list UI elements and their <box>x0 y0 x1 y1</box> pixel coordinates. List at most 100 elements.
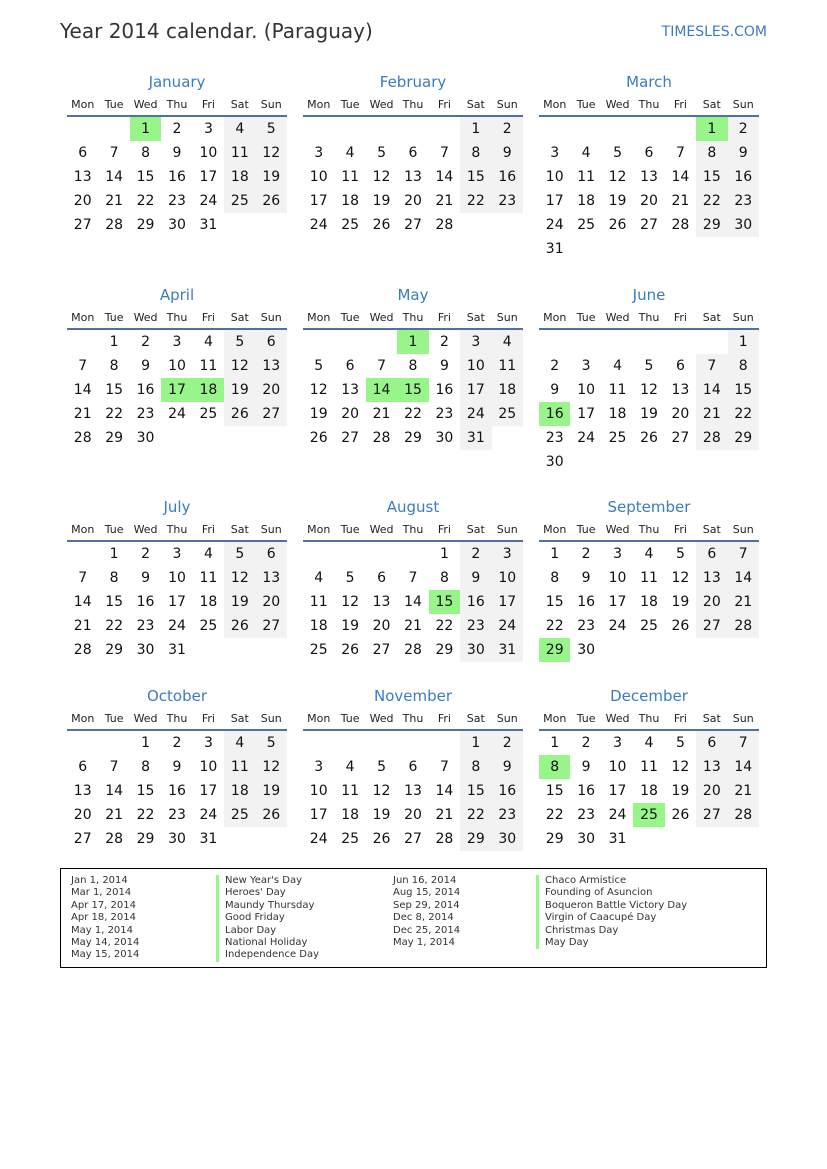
day-cell: 14 <box>727 755 759 779</box>
day-cell: 15 <box>136 169 155 185</box>
day-cell: 21 <box>671 193 690 209</box>
day-cell <box>728 237 759 261</box>
day-cell <box>602 330 633 354</box>
day-cell: 8 <box>727 354 759 378</box>
weekday-label: Mon <box>307 98 331 111</box>
day-cell: 7 <box>377 358 387 374</box>
day-cell: 16 <box>491 779 523 803</box>
day-cell: 5 <box>675 546 685 562</box>
week-row: 28 29 30 31 <box>67 638 287 662</box>
day-cell: 2 <box>727 117 759 141</box>
day-cell: 6 <box>696 731 728 755</box>
day-cell <box>492 426 523 450</box>
day-cell: 10 <box>199 759 218 775</box>
holiday-day-cell: 15 <box>397 378 429 402</box>
day-cell <box>193 426 224 450</box>
day-cell: 3 <box>172 546 182 562</box>
day-cell: 26 <box>608 217 627 233</box>
day-cell: 27 <box>696 803 728 827</box>
day-cell: 11 <box>640 759 658 775</box>
day-cell <box>334 542 365 566</box>
day-cell: 22 <box>460 189 492 213</box>
week-row: 17 18 19 20 21 22 23 <box>303 189 523 213</box>
week-row: 29 30 <box>539 638 759 662</box>
week-row: 15 16 17 18 19 20 21 <box>539 779 759 803</box>
day-cell: 25 <box>309 642 328 658</box>
day-cell <box>602 450 633 474</box>
weekday-label: Wed <box>369 712 394 725</box>
holiday-day-cell: 1 <box>696 117 728 141</box>
weekday-label: Thu <box>402 523 424 536</box>
day-cell: 1 <box>727 330 759 354</box>
day-cell: 1 <box>439 546 449 562</box>
week-row: 17 18 19 20 21 22 23 <box>303 803 523 827</box>
month-name: August <box>386 498 440 516</box>
day-cell: 25 <box>224 189 256 213</box>
day-cell: 10 <box>168 358 186 374</box>
day-cell: 29 <box>435 642 454 658</box>
day-cell: 4 <box>224 731 256 755</box>
day-cell: 26 <box>372 831 391 847</box>
day-cell: 15 <box>727 378 759 402</box>
weekday-label: Tue <box>340 98 360 111</box>
day-cell: 10 <box>608 759 627 775</box>
day-cell: 4 <box>613 358 623 374</box>
weekday-label: Wed <box>369 98 394 111</box>
month-name: January <box>148 73 206 91</box>
day-cell: 25 <box>640 618 658 634</box>
day-cell: 8 <box>141 759 151 775</box>
day-cell: 13 <box>404 169 422 185</box>
day-cell: 20 <box>640 193 658 209</box>
day-cell: 4 <box>345 759 355 775</box>
day-cell: 12 <box>608 169 627 185</box>
holiday-day-cell: 15 <box>428 590 461 614</box>
day-cell: 5 <box>255 117 287 141</box>
month-name: September <box>607 498 691 516</box>
day-cell: 24 <box>577 430 596 446</box>
day-cell: 31 <box>199 217 218 233</box>
weekday-header: Mon Tue Wed Thu Fri Sat Sun <box>539 94 759 117</box>
weekday-label: Fri <box>201 98 215 111</box>
day-cell: 30 <box>727 213 759 237</box>
day-cell <box>570 117 601 141</box>
day-cell: 27 <box>255 614 287 638</box>
weekday-label: Mon <box>71 98 95 111</box>
day-cell: 25 <box>341 831 360 847</box>
day-cell: 30 <box>545 454 564 470</box>
day-cell: 10 <box>199 145 218 161</box>
day-cell <box>224 638 255 662</box>
legend-holiday-name: Maundy Thursday <box>216 899 319 913</box>
day-cell: 5 <box>255 731 287 755</box>
day-cell <box>633 827 664 851</box>
day-cell: 7 <box>78 358 88 374</box>
week-row: 13 14 15 16 17 18 19 <box>67 779 287 803</box>
weekday-label: Tue <box>104 311 124 324</box>
weekday-label: Mon <box>71 712 95 725</box>
holiday-day-cell: 14 <box>365 378 398 402</box>
day-cell: 22 <box>460 803 492 827</box>
day-cell: 21 <box>696 402 728 426</box>
day-cell: 27 <box>73 831 92 847</box>
day-cell <box>303 731 334 755</box>
day-cell <box>256 827 287 851</box>
weekday-label: Wed <box>369 523 394 536</box>
day-cell <box>334 731 365 755</box>
month-august: August Mon Tue Wed Thu Fri Sat Sun 1 2 3 4 5 6 7 8 9 10 11… <box>303 495 523 662</box>
month-june: June Mon Tue Wed Thu Fri Sat Sun 1 2 3 4 5 6 7 8 9 10 11 12… <box>539 283 759 474</box>
day-cell: 16 <box>727 165 759 189</box>
day-cell: 6 <box>408 759 418 775</box>
day-cell: 11 <box>309 594 328 610</box>
brand-link[interactable]: TIMESLES.COM <box>661 24 767 40</box>
weekday-label: Sun <box>732 712 754 725</box>
day-cell: 9 <box>172 759 182 775</box>
day-cell: 14 <box>73 594 92 610</box>
legend-date: Jun 16, 2014 <box>393 875 457 886</box>
day-cell <box>397 117 428 141</box>
weekday-label: Wed <box>605 523 630 536</box>
day-cell: 9 <box>491 141 523 165</box>
day-cell <box>366 542 397 566</box>
day-cell: 18 <box>640 783 658 799</box>
day-cell: 27 <box>341 430 360 446</box>
day-cell: 6 <box>696 542 728 566</box>
